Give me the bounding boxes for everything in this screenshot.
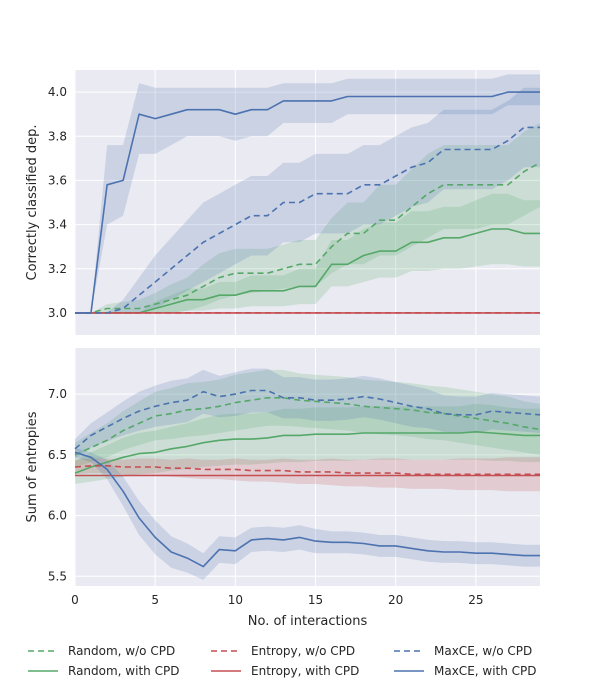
confidence-band — [75, 403, 540, 484]
legend-label: MaxCE, with CPD — [434, 664, 537, 678]
legend: Random, w/o CPD Random, with CPD Entropy, … — [28, 644, 537, 678]
confidence-band — [75, 123, 540, 313]
y-tick-label: 3.0 — [48, 306, 67, 320]
bottom-y-axis-label: Sum of entropies — [25, 411, 40, 522]
top-plot-area — [75, 70, 540, 335]
y-tick-label: 6.5 — [48, 448, 67, 462]
series-line — [74, 430, 540, 474]
top-y-axis-label: Correctly classified dep. — [25, 125, 40, 281]
confidence-band — [75, 193, 540, 313]
series-line — [74, 451, 540, 568]
bottom-plot-area — [75, 348, 540, 586]
x-axis-label: No. of interactions — [248, 614, 368, 629]
y-tick-label: 5.5 — [48, 569, 67, 583]
legend-label: MaxCE, w/o CPD — [434, 644, 532, 658]
bottom-grid — [74, 348, 540, 586]
y-tick-label: 6.0 — [48, 509, 67, 523]
bottom-panel: 5.5 6.0 6.5 7.0 0 5 10 15 20 25 Sum of entropies… — [25, 348, 541, 629]
y-tick-label: 7.0 — [48, 387, 67, 401]
legend-label: Entropy, with CPD — [251, 664, 359, 678]
confidence-band — [75, 447, 540, 580]
bottom-x-ticks: 0 5 10 15 20 25 — [71, 593, 483, 607]
series-line — [74, 464, 540, 476]
series-line — [75, 162, 541, 314]
legend-label: Random, w/o CPD — [68, 644, 175, 658]
confidence-band — [75, 87, 540, 313]
top-series-lines — [75, 91, 541, 314]
top-confidence-bands — [75, 74, 540, 313]
x-tick-label: 10 — [228, 593, 243, 607]
confidence-band — [75, 368, 540, 459]
y-tick-label: 3.2 — [48, 262, 67, 276]
bottom-y-ticks: 5.5 6.0 6.5 7.0 — [48, 387, 67, 583]
x-tick-label: 0 — [71, 593, 79, 607]
x-tick-label: 5 — [151, 593, 159, 607]
top-panel: 3.0 3.2 3.4 3.6 3.8 4.0 Correctly classified … — [25, 70, 541, 335]
legend-label: Random, with CPD — [68, 664, 179, 678]
legend-label: Entropy, w/o CPD — [251, 644, 355, 658]
series-line — [75, 228, 540, 314]
confidence-band — [75, 369, 540, 467]
y-tick-label: 3.4 — [48, 218, 67, 232]
series-line — [74, 396, 541, 456]
y-tick-label: 4.0 — [48, 85, 67, 99]
x-tick-label: 15 — [308, 593, 323, 607]
series-line — [75, 91, 540, 314]
y-tick-label: 3.6 — [48, 173, 67, 187]
bottom-confidence-bands — [75, 368, 540, 580]
bottom-series-lines — [74, 389, 541, 568]
x-tick-label: 20 — [388, 593, 403, 607]
x-tick-label: 25 — [468, 593, 483, 607]
confidence-band — [75, 457, 540, 492]
confidence-band — [75, 74, 540, 313]
y-tick-label: 3.8 — [48, 129, 67, 143]
top-y-ticks: 3.0 3.2 3.4 3.6 3.8 4.0 — [48, 85, 67, 320]
